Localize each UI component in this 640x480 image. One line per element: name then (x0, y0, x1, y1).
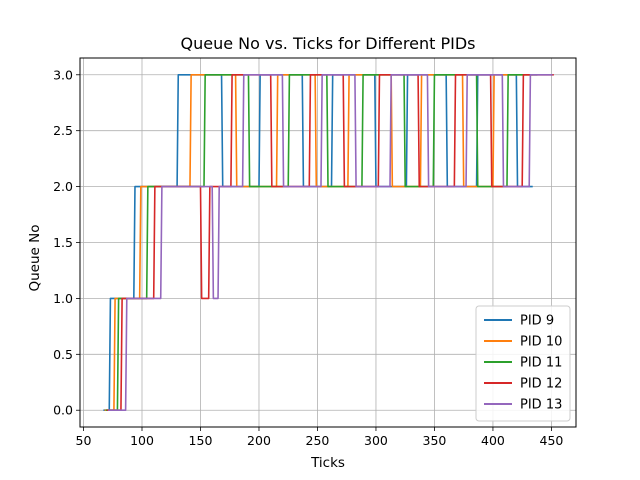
x-tick-label: 450 (540, 433, 564, 448)
legend-label: PID 12 (520, 377, 562, 392)
legend: PID 9 PID 10 PID 11 PID 12 PID 13 (475, 305, 571, 422)
y-tick-label: 2.0 (53, 179, 73, 194)
y-tick-label: 2.5 (53, 123, 73, 138)
axes: 50 100 150 200 250 300 350 400 450 0.0 0.5 1.0 1.5 2.… (53, 67, 563, 448)
y-axis-title: Queue No (27, 225, 43, 292)
y-tick-label: 1.0 (53, 291, 73, 306)
series-line-pid-10 (104, 73, 533, 412)
x-tick-label: 100 (130, 433, 154, 448)
x-tick-label: 200 (247, 433, 271, 448)
series-line-pid-13 (108, 73, 553, 412)
y-tick-label: 3.0 (53, 67, 73, 82)
y-tick-label: 0.5 (53, 347, 73, 362)
x-tick-label: 150 (189, 433, 213, 448)
x-tick-label: 300 (364, 433, 388, 448)
series-line-pid-11 (105, 73, 538, 412)
y-tick-label: 0.0 (53, 403, 73, 418)
legend-box (475, 305, 571, 422)
y-tick-label: 1.5 (53, 235, 73, 250)
series-lines (103, 73, 554, 412)
x-tick-label: 250 (306, 433, 330, 448)
x-tick-label: 400 (481, 433, 505, 448)
legend-label: PID 10 (520, 335, 562, 350)
legend-label: PID 9 (520, 314, 554, 329)
legend-label: PID 13 (520, 398, 562, 413)
legend-label: PID 11 (520, 356, 562, 371)
x-tick-label: 50 (76, 433, 92, 448)
x-axis-title: Ticks (310, 455, 345, 471)
x-tick-label: 350 (423, 433, 447, 448)
chart-title: Queue No vs. Ticks for Different PIDs (181, 34, 476, 53)
